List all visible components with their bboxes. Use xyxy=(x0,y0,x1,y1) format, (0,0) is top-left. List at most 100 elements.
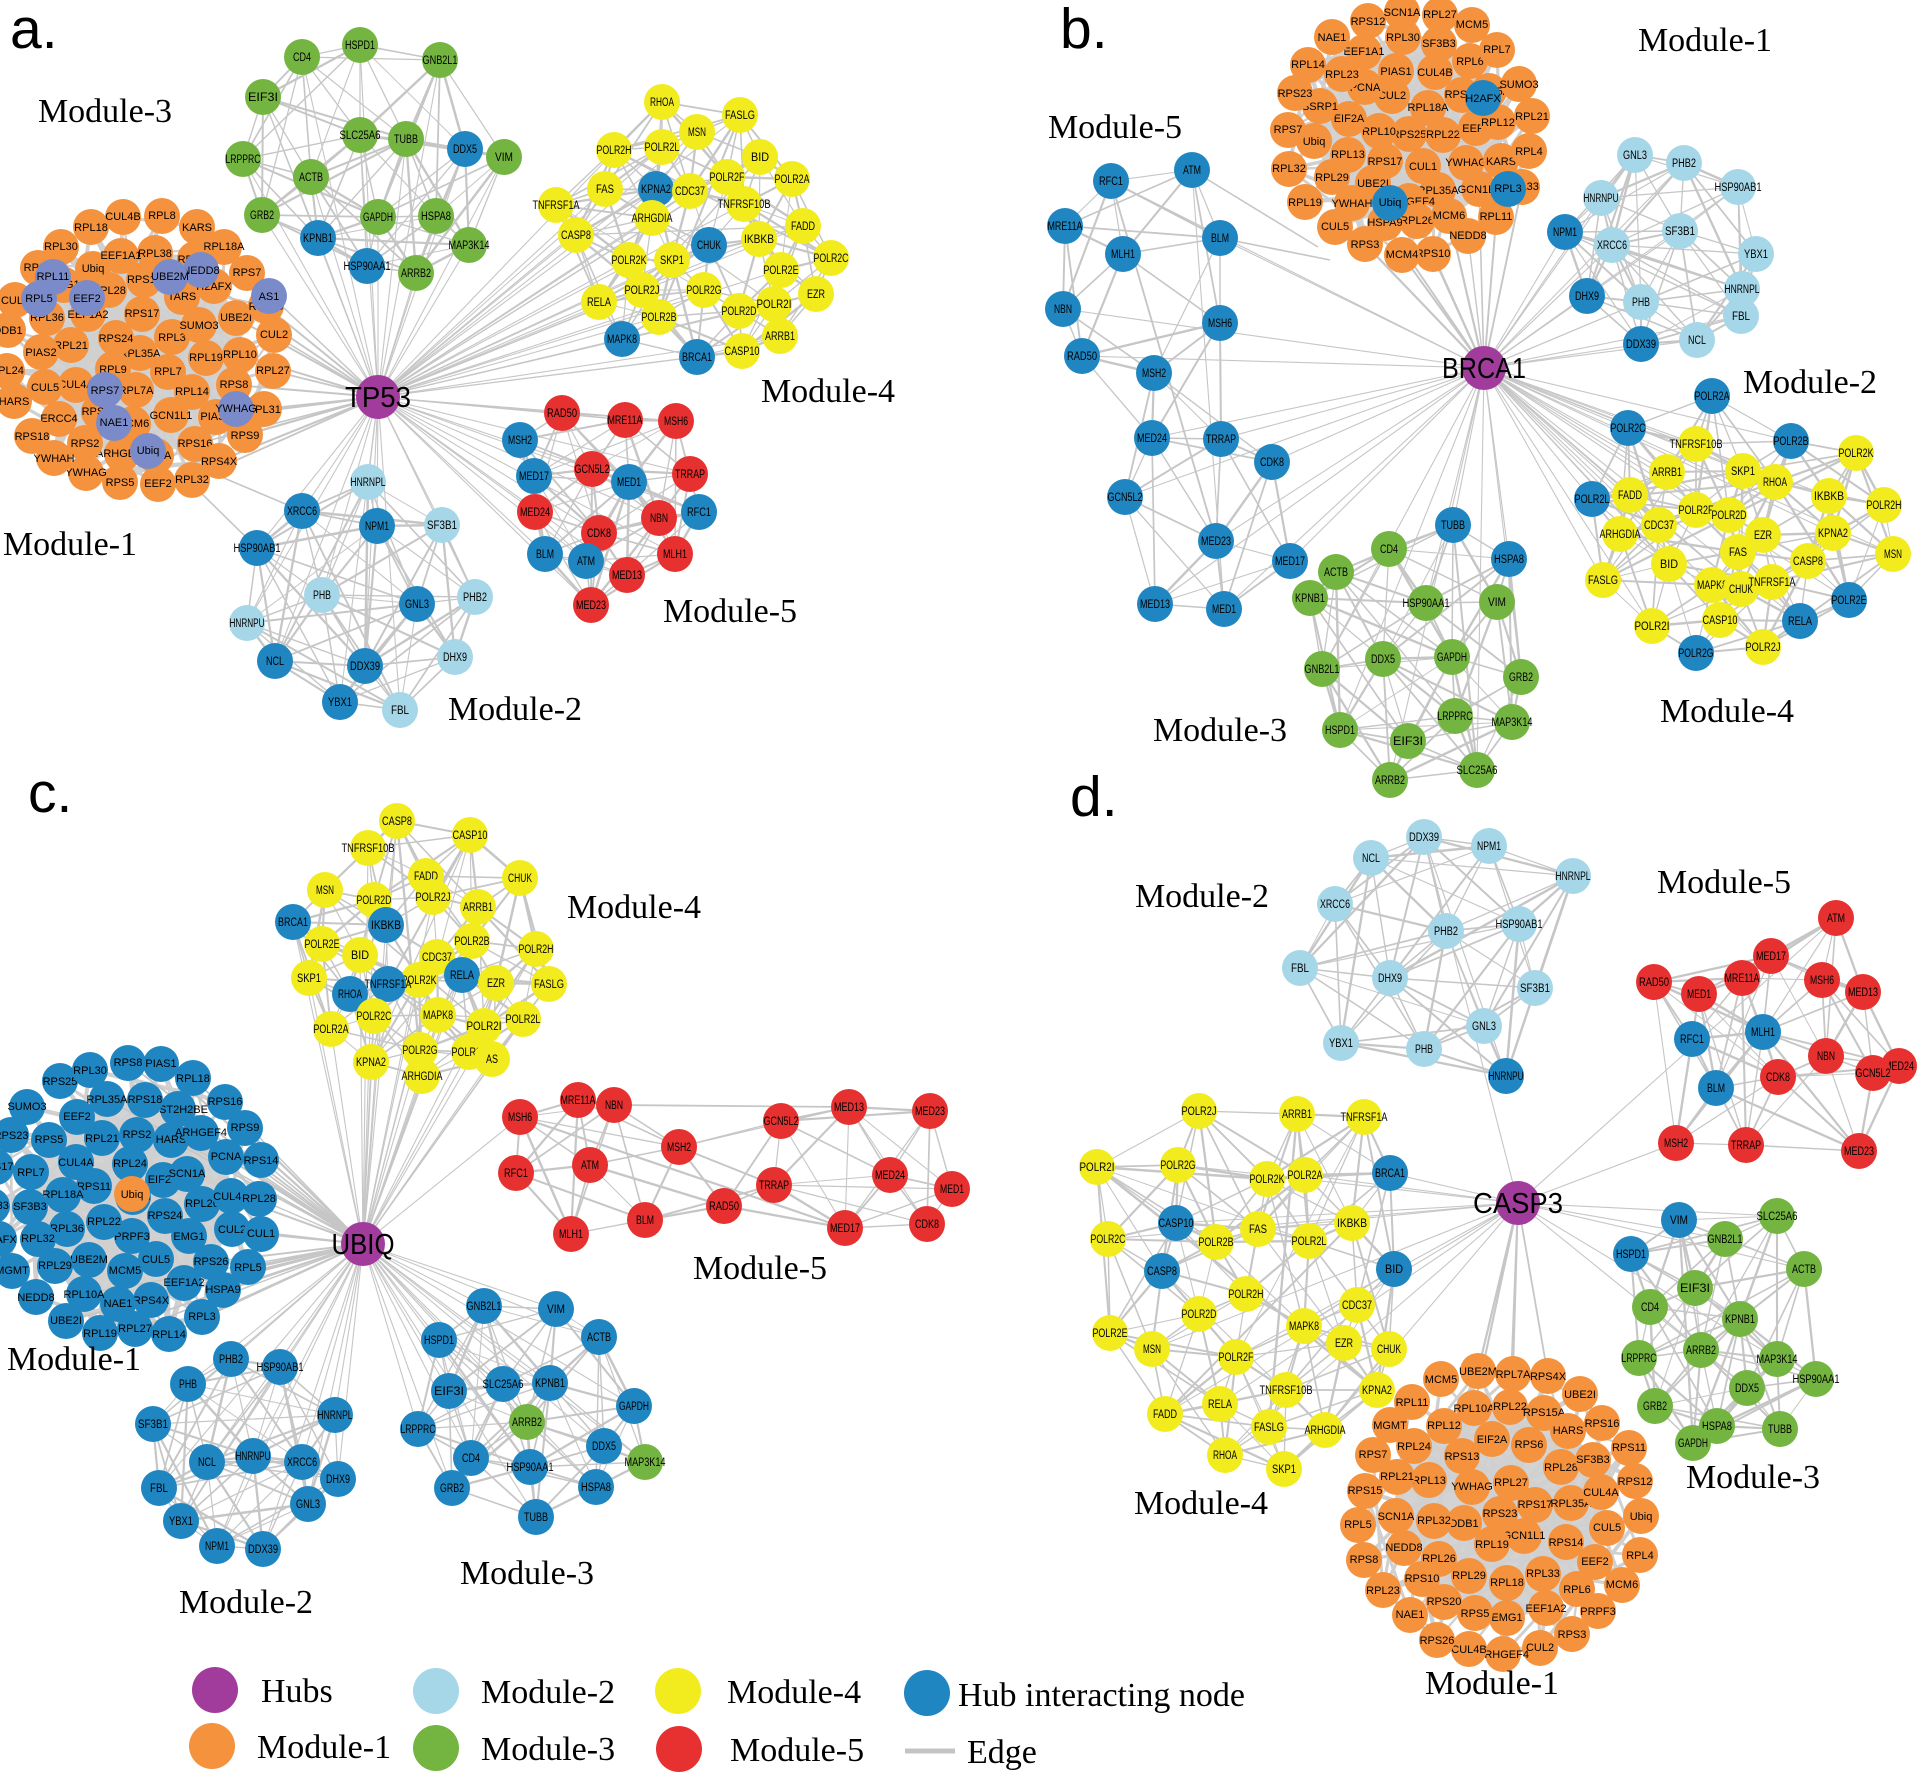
svg-text:RPL28: RPL28 xyxy=(242,1193,276,1205)
svg-text:RPL21: RPL21 xyxy=(54,340,88,352)
svg-text:GNB2L1: GNB2L1 xyxy=(423,55,458,67)
svg-text:RPS8: RPS8 xyxy=(220,379,249,391)
svg-text:EIF3I: EIF3I xyxy=(1680,1283,1710,1295)
svg-text:MED24: MED24 xyxy=(1884,1061,1914,1073)
svg-text:RPS23: RPS23 xyxy=(1278,88,1313,100)
svg-text:NEDD8: NEDD8 xyxy=(182,265,219,277)
svg-text:YBX1: YBX1 xyxy=(169,1516,193,1528)
svg-text:SF3B1: SF3B1 xyxy=(427,520,457,532)
svg-text:CHUK: CHUK xyxy=(1377,1344,1401,1356)
svg-text:BID: BID xyxy=(751,152,769,164)
svg-text:PCNA: PCNA xyxy=(1350,82,1381,94)
svg-text:RPL13: RPL13 xyxy=(1331,149,1365,161)
svg-text:CASP8: CASP8 xyxy=(561,230,591,242)
svg-text:RPS26: RPS26 xyxy=(194,1256,229,1268)
svg-text:RPL7A: RPL7A xyxy=(119,385,155,397)
svg-text:EEF2: EEF2 xyxy=(144,478,172,490)
svg-text:TP53: TP53 xyxy=(345,382,411,414)
svg-text:XRCC6: XRCC6 xyxy=(287,1457,317,1469)
svg-text:RPL19: RPL19 xyxy=(1288,197,1322,209)
svg-text:BLM: BLM xyxy=(536,549,554,561)
svg-text:RAD50: RAD50 xyxy=(547,408,577,420)
svg-text:TNFRSF10B: TNFRSF10B xyxy=(1670,439,1723,451)
svg-text:HNRNPU: HNRNPU xyxy=(1489,1071,1524,1083)
svg-text:POLR2F: POLR2F xyxy=(1679,505,1714,517)
svg-text:Module-1: Module-1 xyxy=(7,1341,141,1378)
svg-text:DDX5: DDX5 xyxy=(592,1441,616,1453)
svg-text:TNFRSF10B: TNFRSF10B xyxy=(342,843,395,855)
svg-text:UBE2I: UBE2I xyxy=(1357,178,1389,190)
svg-text:MSH6: MSH6 xyxy=(1810,975,1834,987)
svg-text:BLM: BLM xyxy=(1211,233,1229,245)
svg-text:MED17: MED17 xyxy=(1756,951,1786,963)
svg-text:RPL7: RPL7 xyxy=(154,366,182,378)
svg-text:KPNB1: KPNB1 xyxy=(1295,593,1325,605)
svg-text:SCN1A: SCN1A xyxy=(169,1168,206,1180)
svg-text:FASLG: FASLG xyxy=(534,979,564,991)
svg-text:MSH6: MSH6 xyxy=(508,1112,532,1124)
svg-text:ACTB: ACTB xyxy=(1324,567,1348,579)
svg-text:CD4: CD4 xyxy=(462,1453,480,1465)
svg-text:RAD50: RAD50 xyxy=(709,1201,739,1213)
svg-text:ARRB1: ARRB1 xyxy=(1282,1109,1312,1121)
svg-text:UBE2M: UBE2M xyxy=(151,271,189,283)
svg-text:HNRNPL: HNRNPL xyxy=(318,1410,353,1422)
svg-text:ACTB: ACTB xyxy=(1792,1264,1816,1276)
svg-text:ARRB1: ARRB1 xyxy=(463,902,493,914)
svg-text:RPL23: RPL23 xyxy=(1366,1585,1400,1597)
svg-text:RPL21: RPL21 xyxy=(85,1133,119,1145)
svg-text:KPNB1: KPNB1 xyxy=(535,1378,565,1390)
svg-text:EMG1: EMG1 xyxy=(173,1231,204,1243)
svg-text:POLR2G: POLR2G xyxy=(1161,1160,1196,1172)
svg-text:ARHGDIA: ARHGDIA xyxy=(632,213,673,225)
svg-text:GNL3: GNL3 xyxy=(1623,150,1647,162)
svg-text:NAE1: NAE1 xyxy=(100,417,129,429)
svg-text:ATM: ATM xyxy=(581,1160,599,1172)
svg-text:CDK8: CDK8 xyxy=(915,1219,939,1231)
svg-text:RPL29: RPL29 xyxy=(1315,172,1349,184)
svg-text:RPL3: RPL3 xyxy=(1494,183,1522,195)
svg-text:MSH2: MSH2 xyxy=(1664,1138,1688,1150)
svg-text:RPL14: RPL14 xyxy=(152,1329,186,1341)
svg-text:RPL19: RPL19 xyxy=(189,352,223,364)
svg-text:HSPD1: HSPD1 xyxy=(424,1335,454,1347)
svg-text:RHOA: RHOA xyxy=(1763,477,1787,489)
svg-text:ARHGDIA: ARHGDIA xyxy=(402,1071,443,1083)
svg-text:POLR2I: POLR2I xyxy=(1080,1162,1115,1174)
svg-text:RPL7A: RPL7A xyxy=(1496,1369,1532,1381)
svg-text:RPS9: RPS9 xyxy=(231,430,260,442)
svg-text:MAP3K14: MAP3K14 xyxy=(449,240,490,252)
svg-text:RPL12: RPL12 xyxy=(1481,117,1515,129)
svg-text:Ubiq: Ubiq xyxy=(1630,1511,1653,1523)
svg-text:RPS18: RPS18 xyxy=(15,431,50,443)
svg-text:MSN: MSN xyxy=(316,885,334,897)
svg-text:SF3B1: SF3B1 xyxy=(138,1419,168,1431)
svg-text:RPL8: RPL8 xyxy=(148,210,176,222)
svg-text:SKP1: SKP1 xyxy=(1272,1464,1296,1476)
svg-text:RPS17: RPS17 xyxy=(0,1161,13,1173)
svg-text:NBN: NBN xyxy=(1054,304,1072,316)
svg-text:RPL18A: RPL18A xyxy=(1408,102,1450,114)
svg-text:RPL18A: RPL18A xyxy=(204,241,246,253)
svg-text:CDK8: CDK8 xyxy=(587,528,611,540)
svg-text:RPL5: RPL5 xyxy=(1344,1519,1372,1531)
svg-text:PHB: PHB xyxy=(1415,1044,1433,1056)
svg-text:HSPD1: HSPD1 xyxy=(1616,1249,1646,1261)
svg-text:FADD: FADD xyxy=(1153,1409,1177,1421)
svg-text:MAPK8: MAPK8 xyxy=(1289,1321,1319,1333)
svg-text:EEF1A2: EEF1A2 xyxy=(164,1277,205,1289)
svg-text:RPL27: RPL27 xyxy=(1423,9,1457,21)
svg-text:LRPPRC: LRPPRC xyxy=(401,1424,436,1436)
svg-text:RPL11: RPL11 xyxy=(1480,211,1513,223)
svg-text:HARS: HARS xyxy=(156,1134,187,1146)
svg-text:Module-1: Module-1 xyxy=(1638,22,1772,59)
svg-text:TNFRSF1A: TNFRSF1A xyxy=(1341,1112,1388,1124)
svg-text:MSN: MSN xyxy=(1143,1344,1161,1356)
svg-text:EIF3I: EIF3I xyxy=(248,92,278,104)
svg-text:RPS15A: RPS15A xyxy=(1523,1407,1566,1419)
svg-text:FBL: FBL xyxy=(1291,963,1310,975)
svg-text:MCM6: MCM6 xyxy=(1606,1579,1638,1591)
svg-text:DDX5: DDX5 xyxy=(1735,1383,1759,1395)
svg-text:CASP10: CASP10 xyxy=(725,346,760,358)
svg-text:POLR2K: POLR2K xyxy=(1839,448,1874,460)
